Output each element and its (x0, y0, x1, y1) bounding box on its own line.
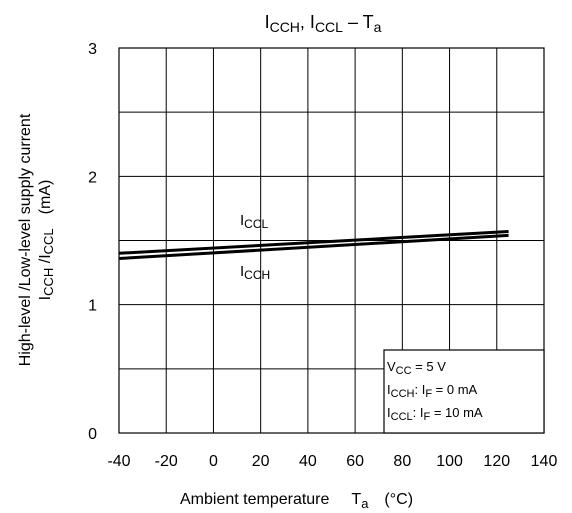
legend: VCC = 5 V ICCH: IF = 0 mA ICCL: IF = 10 … (383, 349, 545, 434)
x-tick-label: 20 (252, 453, 270, 470)
annotation-iccl: ICCL (240, 212, 269, 231)
x-tick-label: 100 (436, 453, 463, 470)
y-tick-label: 3 (88, 41, 97, 58)
y-tick-label: 2 (88, 169, 97, 186)
x-tick-label: 80 (393, 453, 411, 470)
legend-line-vcc: VCC = 5 V (387, 359, 446, 377)
plot-frame (118, 47, 545, 434)
x-tick-label: 140 (531, 453, 558, 470)
x-tick-label: 60 (346, 453, 364, 470)
x-tick-labels: -40 -20 0 20 40 60 80 100 120 140 (107, 453, 557, 470)
legend-line-iccl: ICCL: IF = 10 mA (387, 405, 483, 423)
series-line-icch (118, 233, 509, 260)
series-layer (118, 230, 509, 260)
legend-line-icch: ICCH: IF = 0 mA (387, 382, 478, 400)
x-tick-label: 120 (483, 453, 510, 470)
series-line-iccl (118, 230, 509, 255)
y-axis-label: High-level /Low-level supply current ICC… (17, 113, 56, 366)
y-tick-labels: 0 1 2 3 (88, 41, 97, 443)
x-axis-label: Ambient temperature Ta (°C) (180, 491, 413, 511)
y-tick-label: 0 (88, 426, 97, 443)
y-axis-label-line1: High-level /Low-level supply current (17, 113, 34, 366)
annotation-icch: ICCH (240, 263, 270, 282)
x-tick-label: 0 (209, 453, 218, 470)
x-tick-label: -40 (107, 453, 130, 470)
chart-title: ICCH, ICCL – Ta (265, 12, 382, 35)
x-tick-label: -20 (155, 453, 178, 470)
y-tick-label: 1 (88, 298, 97, 315)
legend-box (383, 349, 545, 434)
y-axis-label-line2: ICCH /ICCL(mA) (37, 180, 56, 301)
x-tick-label: 40 (299, 453, 317, 470)
